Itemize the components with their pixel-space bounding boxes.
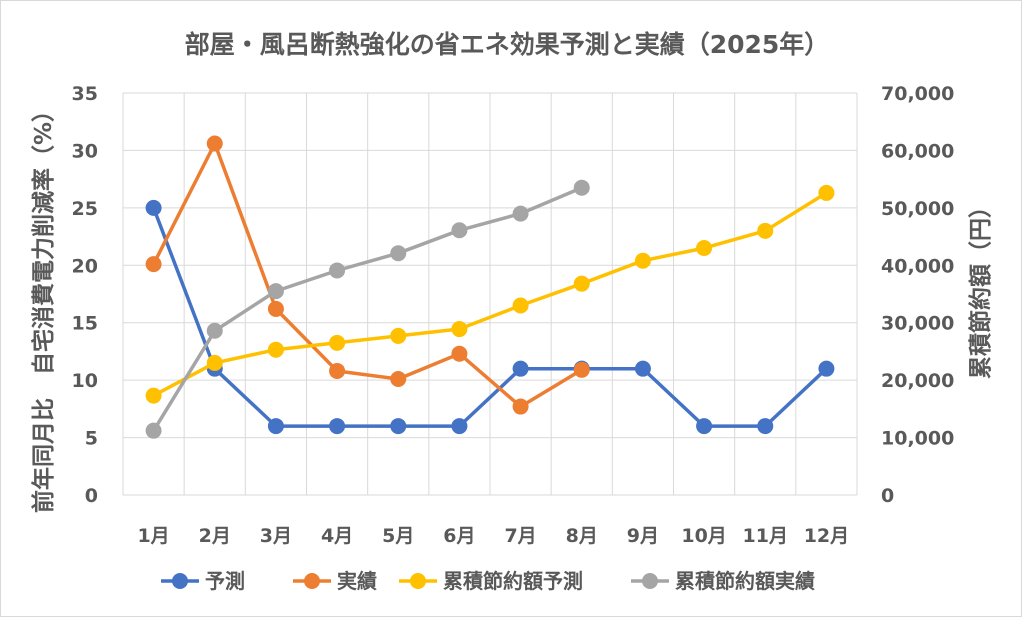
legend-item: 予測 bbox=[161, 569, 245, 593]
legend-swatch-marker bbox=[172, 573, 188, 589]
legend-label: 累積節約額実績 bbox=[675, 569, 815, 593]
data-point bbox=[390, 327, 407, 344]
right-axis-ticks: 0 10,000 20,000 30,000 40,000 50,000 60,000 70,… bbox=[881, 83, 954, 507]
data-point bbox=[145, 199, 162, 216]
left-tick-label: 0 bbox=[85, 485, 98, 507]
x-tick-label: 8月 bbox=[566, 525, 598, 547]
x-tick-label: 1月 bbox=[137, 525, 169, 547]
x-tick-label: 10月 bbox=[681, 525, 726, 547]
data-point bbox=[818, 360, 835, 377]
series-line bbox=[152, 141, 583, 409]
x-tick-label: 2月 bbox=[199, 525, 231, 547]
left-tick-label: 25 bbox=[72, 198, 98, 220]
data-point bbox=[390, 418, 407, 435]
data-point bbox=[818, 184, 835, 201]
x-tick-label: 3月 bbox=[260, 525, 292, 547]
data-point bbox=[206, 354, 223, 371]
legend-swatch-marker bbox=[642, 573, 658, 589]
x-tick-label: 5月 bbox=[382, 525, 414, 547]
series-line bbox=[152, 191, 828, 398]
right-tick-label: 60,000 bbox=[881, 140, 954, 162]
legend-item: 累積節約額実績 bbox=[631, 569, 815, 593]
right-tick-label: 50,000 bbox=[881, 198, 954, 220]
right-tick-label: 30,000 bbox=[881, 313, 954, 335]
left-tick-label: 20 bbox=[72, 255, 98, 277]
x-axis-ticks: 1月 2月 3月 4月 5月 6月 7月 8月 9月 10月 11月 12月 bbox=[137, 525, 849, 547]
gridlines bbox=[122, 92, 858, 496]
data-point bbox=[634, 360, 651, 377]
data-point bbox=[451, 321, 468, 338]
data-point bbox=[451, 222, 468, 239]
data-point bbox=[145, 256, 162, 273]
left-axis-title: 前年同月比 自宅消費電力削減率（%） bbox=[30, 99, 57, 513]
data-point bbox=[696, 418, 713, 435]
right-tick-label: 20,000 bbox=[881, 370, 954, 392]
data-point bbox=[573, 361, 590, 378]
left-tick-label: 10 bbox=[72, 370, 98, 392]
data-point bbox=[696, 240, 713, 257]
legend-swatch-marker bbox=[410, 573, 426, 589]
legend-item: 実績 bbox=[293, 569, 377, 593]
data-point bbox=[512, 398, 529, 415]
data-point bbox=[390, 245, 407, 262]
x-tick-label: 6月 bbox=[443, 525, 475, 547]
legend: 予測 実績 累積節約額予測 累積節約額実績 bbox=[161, 569, 815, 593]
x-tick-label: 11月 bbox=[743, 525, 788, 547]
right-tick-label: 10,000 bbox=[881, 428, 954, 450]
data-point bbox=[512, 297, 529, 314]
data-point bbox=[390, 370, 407, 387]
chart-title: 部屋・風呂断熱強化の省エネ効果予測と実績（2025年） bbox=[185, 30, 830, 59]
left-tick-label: 35 bbox=[72, 83, 98, 105]
data-point bbox=[512, 360, 529, 377]
legend-label: 予測 bbox=[205, 569, 245, 593]
x-tick-label: 4月 bbox=[321, 525, 353, 547]
legend-swatch-marker bbox=[304, 573, 320, 589]
data-point bbox=[757, 418, 774, 435]
data-point bbox=[267, 283, 284, 300]
left-tick-label: 30 bbox=[72, 140, 98, 162]
series-2 bbox=[145, 135, 590, 415]
left-tick-label: 5 bbox=[85, 428, 98, 450]
right-tick-label: 0 bbox=[881, 485, 894, 507]
series-4 bbox=[145, 179, 590, 439]
x-tick-label: 9月 bbox=[627, 525, 659, 547]
legend-label: 実績 bbox=[337, 569, 377, 593]
series-line bbox=[152, 186, 583, 432]
series-layer bbox=[145, 135, 835, 439]
data-point bbox=[329, 362, 346, 379]
left-axis-ticks: 0 5 10 15 20 25 30 35 bbox=[72, 83, 98, 507]
data-point bbox=[145, 387, 162, 404]
data-point bbox=[329, 262, 346, 279]
data-point bbox=[206, 322, 223, 339]
data-point bbox=[267, 341, 284, 358]
right-axis-title: 累積節約額（円） bbox=[967, 195, 994, 379]
x-tick-label: 12月 bbox=[804, 525, 849, 547]
legend-item: 累積節約額予測 bbox=[399, 569, 583, 593]
legend-label: 累積節約額予測 bbox=[443, 569, 583, 593]
series-line bbox=[151, 207, 828, 428]
data-point bbox=[329, 334, 346, 351]
data-point bbox=[634, 252, 651, 269]
data-point bbox=[512, 205, 529, 222]
right-tick-label: 40,000 bbox=[881, 255, 954, 277]
data-point bbox=[573, 179, 590, 196]
data-point bbox=[267, 300, 284, 317]
data-point bbox=[757, 222, 774, 239]
data-point bbox=[451, 345, 468, 362]
x-tick-label: 7月 bbox=[504, 525, 536, 547]
data-point bbox=[145, 422, 162, 439]
data-point bbox=[573, 275, 590, 292]
data-point bbox=[451, 418, 468, 435]
data-point bbox=[329, 418, 346, 435]
left-tick-label: 15 bbox=[72, 313, 98, 335]
series-3 bbox=[145, 184, 835, 404]
right-tick-label: 70,000 bbox=[881, 83, 954, 105]
data-point bbox=[267, 418, 284, 435]
data-point bbox=[206, 135, 223, 152]
